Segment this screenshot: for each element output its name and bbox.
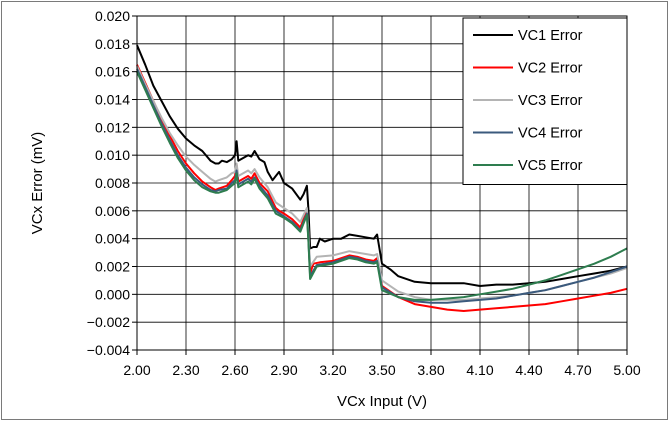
x-tick-label: 3.50 [368, 362, 395, 378]
y-tick-label: 0.000 [95, 286, 130, 302]
x-tick-label: 4.40 [515, 362, 542, 378]
legend-label: VC3 Error [518, 93, 583, 109]
x-tick-label: 2.00 [123, 362, 150, 378]
x-axis-ticks: 2.00 2.30 2.60 2.90 3.20 3.50 3.80 4.10 4.40 4.70… [123, 350, 641, 378]
x-tick-label: 2.30 [172, 362, 199, 378]
legend-label: VC2 Error [518, 61, 583, 77]
series-line-vc3-error [136, 65, 628, 301]
y-tick-label: 0.008 [95, 175, 130, 191]
y-tick-label: 0.014 [95, 92, 130, 108]
x-tick-label: 3.20 [319, 362, 346, 378]
series-line-vc2-error [136, 64, 628, 312]
y-tick-label: −0.002 [87, 314, 130, 330]
series-line-vc5-error [136, 71, 628, 301]
legend-label: VC1 Error [518, 28, 583, 44]
y-tick-label: 0.006 [95, 203, 130, 219]
series-line-vc1-error [136, 44, 628, 287]
y-tick-label: 0.016 [95, 64, 130, 80]
x-tick-label: 3.80 [417, 362, 444, 378]
x-tick-label: 5.00 [613, 362, 640, 378]
legend: VC1 Error VC2 Error VC3 Error VC4 Error VC5 … [462, 17, 628, 185]
x-tick-label: 4.70 [564, 362, 591, 378]
y-axis-title: VCx Error (mV) [29, 132, 46, 235]
x-tick-label: 2.60 [221, 362, 248, 378]
legend-label: VC4 Error [518, 126, 583, 142]
y-tick-label: 0.018 [95, 36, 130, 52]
y-tick-label: −0.004 [87, 342, 130, 358]
legend-box [462, 17, 628, 185]
grid-lines [137, 16, 627, 350]
y-tick-label: 0.012 [95, 119, 130, 135]
y-tick-label: 0.002 [95, 259, 130, 275]
series-layer [136, 44, 628, 312]
y-axis-ticks: −0.004 −0.002 0.000 0.002 0.004 0.006 0.008 0.0… [87, 8, 137, 358]
legend-label: VC5 Error [518, 158, 583, 174]
y-tick-label: 0.004 [95, 231, 130, 247]
x-tick-label: 4.10 [466, 362, 493, 378]
x-tick-label: 2.90 [270, 362, 297, 378]
y-tick-label: 0.010 [95, 147, 130, 163]
y-tick-label: 0.020 [95, 8, 130, 24]
x-axis-title: VCx Input (V) [337, 393, 427, 410]
